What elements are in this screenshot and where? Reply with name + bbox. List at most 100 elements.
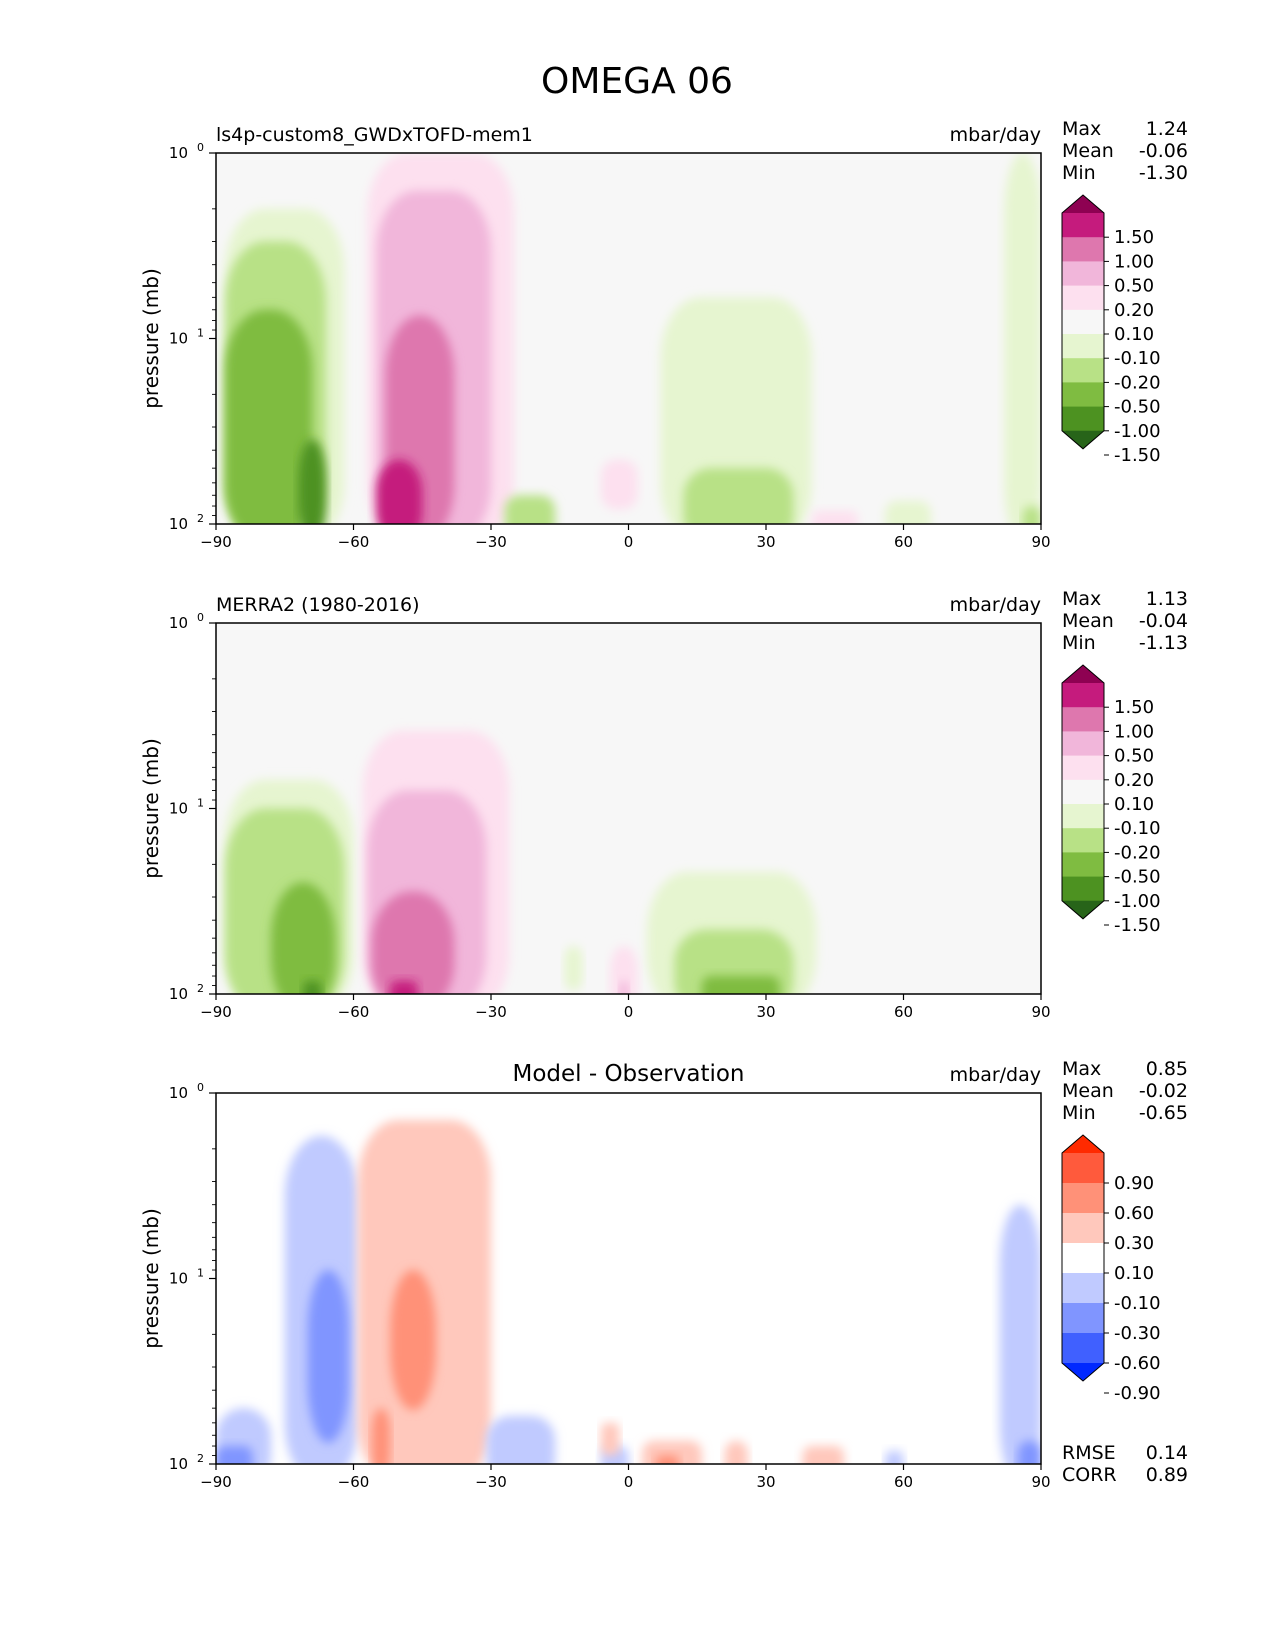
colorbar-label: -0.90 bbox=[1114, 1383, 1161, 1404]
y-tick-base: 10 bbox=[169, 614, 188, 632]
x-tick-label: −60 bbox=[338, 533, 370, 551]
stat-label: Min bbox=[1062, 1102, 1096, 1124]
contour-region bbox=[802, 1446, 844, 1464]
y-tick-exponent: 1 bbox=[197, 1267, 204, 1280]
contour-region bbox=[610, 945, 638, 994]
x-tick-label: −30 bbox=[475, 1003, 507, 1021]
x-tick-label: −90 bbox=[200, 1473, 232, 1491]
x-tick-label: 90 bbox=[1031, 533, 1050, 551]
colorbar-segment bbox=[1062, 237, 1104, 262]
colorbar-label: 0.60 bbox=[1114, 1203, 1154, 1224]
colorbar-label: -1.00 bbox=[1114, 891, 1161, 912]
y-tick-base: 10 bbox=[169, 1084, 188, 1102]
colorbar-segment bbox=[1062, 1333, 1104, 1364]
contour-region bbox=[683, 468, 794, 524]
panel-title: ls4p-custom8_GWDxTOFD-mem1 bbox=[216, 124, 533, 146]
y-tick-exponent: 0 bbox=[197, 611, 204, 624]
y-tick-label: 10 bbox=[169, 515, 188, 533]
colorbar-label: 0.50 bbox=[1114, 746, 1154, 767]
contour-region bbox=[390, 1270, 436, 1411]
x-tick-label: 30 bbox=[756, 533, 775, 551]
x-tick-label: −30 bbox=[475, 533, 507, 551]
contour-region bbox=[601, 1422, 620, 1456]
y-tick-exponent: 2 bbox=[197, 982, 204, 995]
colorbar-label: 0.30 bbox=[1114, 1233, 1154, 1254]
colorbar-segment bbox=[1062, 358, 1104, 383]
contour-region bbox=[390, 980, 418, 994]
colorbar: 1.50 1.00 0.50 0.20 0.10 -0.10 -0.20 -0.50 -1.00… bbox=[1061, 664, 1161, 936]
colorbar-label: 0.20 bbox=[1114, 300, 1154, 321]
colorbar-segment bbox=[1062, 828, 1104, 853]
contour-region bbox=[371, 1408, 391, 1464]
x-tick-label: 0 bbox=[624, 1003, 634, 1021]
stat-value: -1.13 bbox=[1139, 632, 1188, 654]
stat-label: Mean bbox=[1062, 1080, 1114, 1102]
y-tick-label: 10 bbox=[169, 144, 188, 162]
contour-region bbox=[660, 297, 812, 524]
y-tick-exponent: 2 bbox=[197, 1452, 204, 1465]
colorbar-label: -1.50 bbox=[1114, 915, 1161, 936]
contour-region bbox=[885, 500, 931, 524]
y-axis-label: pressure (mb) bbox=[139, 738, 163, 879]
extra-stat-label: CORR bbox=[1062, 1464, 1117, 1486]
x-tick-label: −60 bbox=[338, 1003, 370, 1021]
colorbar-segment bbox=[1062, 1243, 1104, 1274]
contour-region bbox=[811, 510, 858, 524]
x-tick-label: 60 bbox=[894, 533, 913, 551]
x-tick-label: −90 bbox=[200, 533, 232, 551]
y-tick-exponent: 0 bbox=[197, 1081, 204, 1094]
colorbar-label: -0.20 bbox=[1114, 372, 1161, 393]
colorbar-label: -0.50 bbox=[1114, 867, 1161, 888]
contour-region bbox=[1018, 1440, 1041, 1464]
colorbar-segment bbox=[1062, 1213, 1104, 1244]
y-tick-exponent: 1 bbox=[197, 797, 204, 810]
stat-value: 1.24 bbox=[1146, 118, 1188, 140]
contour-region bbox=[225, 309, 313, 524]
contour-region bbox=[271, 882, 336, 994]
stat-label: Max bbox=[1062, 588, 1101, 610]
colorbar-label: -0.50 bbox=[1114, 397, 1161, 418]
colorbar-label: -0.20 bbox=[1114, 842, 1161, 863]
x-tick-label: 90 bbox=[1031, 1003, 1050, 1021]
stat-value: 0.85 bbox=[1146, 1058, 1188, 1080]
stat-value: -1.30 bbox=[1139, 162, 1188, 184]
colorbar-label: -1.00 bbox=[1114, 421, 1161, 442]
colorbar-segment bbox=[1062, 755, 1104, 781]
y-tick-label: 10 bbox=[169, 330, 188, 348]
contour-field bbox=[225, 730, 817, 994]
y-tick-base: 10 bbox=[169, 985, 188, 1003]
contour-region bbox=[601, 459, 638, 510]
colorbar-label: 0.10 bbox=[1114, 1263, 1154, 1284]
colorbar-segment bbox=[1062, 406, 1104, 432]
colorbar-label: 1.00 bbox=[1114, 251, 1154, 272]
colorbar-segment bbox=[1062, 779, 1104, 805]
x-tick-label: 60 bbox=[894, 1003, 913, 1021]
contour-region bbox=[371, 891, 455, 994]
x-tick-label: −30 bbox=[475, 1473, 507, 1491]
contour-field bbox=[216, 1120, 1041, 1464]
contour-field bbox=[225, 153, 1041, 524]
colorbar-segment bbox=[1062, 1303, 1104, 1334]
y-axis-label: pressure (mb) bbox=[139, 268, 163, 409]
extra-stat-value: 0.14 bbox=[1146, 1442, 1188, 1464]
colorbar-label: 1.00 bbox=[1114, 721, 1154, 742]
y-tick-base: 10 bbox=[169, 144, 188, 162]
colorbar-segment bbox=[1062, 334, 1104, 359]
contour-region bbox=[885, 1450, 904, 1464]
y-tick-label: 10 bbox=[169, 614, 188, 632]
colorbar-label: 0.10 bbox=[1114, 324, 1154, 345]
stat-value: -0.02 bbox=[1139, 1080, 1188, 1102]
panel-1: −90 −60 −30 0 30 60 90 10 0 10 1 10 2 pressure (mb) ls… bbox=[139, 118, 1188, 551]
colorbar-segment bbox=[1062, 731, 1104, 757]
colorbar-segment bbox=[1062, 665, 1104, 683]
stat-value: -0.06 bbox=[1139, 140, 1188, 162]
contour-region bbox=[724, 1440, 748, 1464]
colorbar-segment bbox=[1062, 285, 1104, 311]
contour-region bbox=[376, 459, 423, 524]
x-tick-label: 30 bbox=[756, 1003, 775, 1021]
stat-value: -0.04 bbox=[1139, 610, 1188, 632]
colorbar-label: 0.90 bbox=[1114, 1173, 1154, 1194]
x-tick-label: −90 bbox=[200, 1003, 232, 1021]
y-tick-base: 10 bbox=[169, 1270, 188, 1288]
